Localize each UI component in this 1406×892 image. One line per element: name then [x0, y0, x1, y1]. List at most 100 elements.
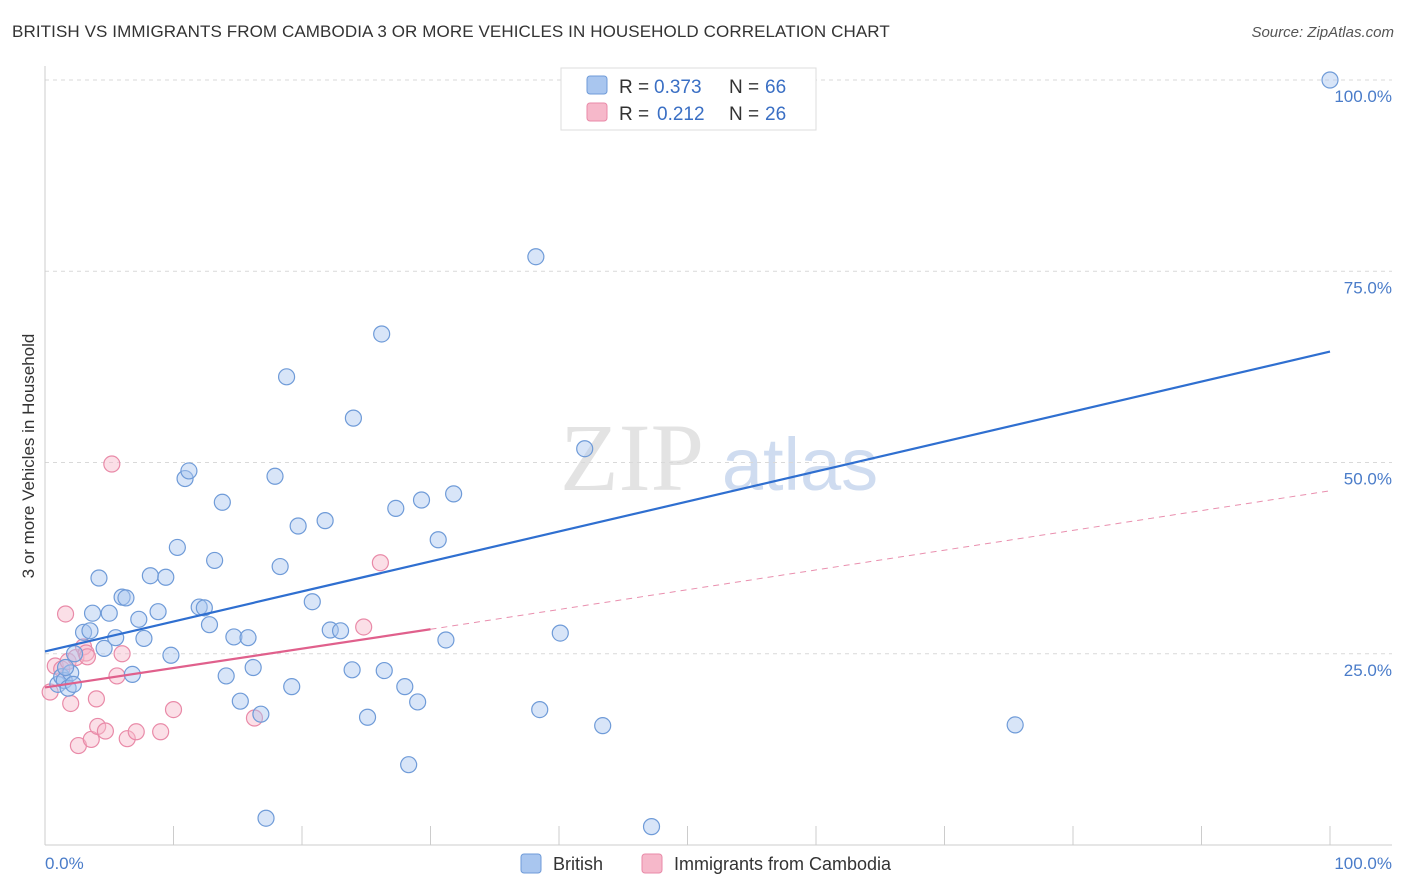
data-point-british — [81, 622, 99, 640]
data-point-british — [576, 440, 594, 458]
data-point-cambodia — [152, 723, 170, 741]
data-point-british — [239, 629, 257, 647]
y-tick-label: 75.0% — [1344, 278, 1392, 297]
data-point-british — [157, 568, 175, 586]
data-point-british — [257, 809, 275, 827]
bottom-legend: British Immigrants from Cambodia — [520, 853, 892, 874]
data-point-british — [331, 622, 350, 640]
data-point-british — [74, 623, 93, 641]
data-point-british — [217, 667, 235, 685]
legend-r-label-british: R = — [619, 77, 649, 98]
data-point-cambodia — [78, 648, 97, 666]
legend-n-value-british: 66 — [765, 77, 786, 98]
data-point-cambodia — [96, 722, 114, 740]
data-point-british — [303, 593, 321, 611]
data-point-british — [200, 616, 219, 634]
data-point-british — [387, 499, 405, 517]
data-point-british — [373, 325, 391, 343]
watermark-atlas: atlas — [722, 423, 878, 506]
legend-r-label-cambodia: R = — [619, 104, 649, 125]
data-point-british — [149, 603, 167, 621]
data-point-british — [343, 661, 361, 679]
legend-n-label-cambodia: N = — [729, 104, 759, 125]
data-point-cambodia — [355, 618, 373, 636]
data-point-british — [1006, 716, 1024, 734]
data-point-british — [344, 409, 362, 427]
data-point-british — [65, 645, 84, 663]
y-tick-label: 50.0% — [1344, 470, 1392, 489]
data-point-british — [117, 589, 135, 607]
data-point-british — [437, 631, 455, 649]
data-point-british — [277, 368, 296, 386]
data-point-british — [429, 531, 447, 549]
data-point-british — [100, 604, 118, 622]
data-point-british — [445, 485, 463, 503]
data-point-british — [289, 517, 307, 535]
data-point-british — [180, 462, 198, 480]
data-point-british — [56, 658, 75, 677]
x-tick-label-max: 100.0% — [1334, 854, 1392, 873]
data-point-british — [400, 756, 418, 774]
data-point-cambodia — [56, 605, 75, 623]
axes — [44, 66, 1392, 846]
data-point-british — [83, 604, 102, 622]
legend-r-value-british: 0.373 — [654, 77, 702, 98]
data-point-british — [594, 717, 612, 735]
data-point-british — [244, 658, 262, 677]
trend-line-cambodia-extension — [430, 490, 1331, 630]
chart-title: BRITISH VS IMMIGRANTS FROM CAMBODIA 3 OR… — [12, 22, 890, 41]
data-point-british — [107, 629, 125, 647]
data-point-british — [527, 248, 545, 266]
y-tick-label: 100.0% — [1334, 87, 1392, 106]
y-axis-label: 3 or more Vehicles in Household — [19, 334, 38, 579]
x-ticks — [44, 826, 1331, 845]
gridlines — [45, 79, 1392, 655]
legend-r-value-cambodia: 0.212 — [657, 104, 705, 125]
data-point-cambodia — [113, 645, 131, 663]
data-point-british — [130, 610, 148, 628]
legend: R = 0.373 N = 66 R = 0.212 N = 26 — [560, 67, 817, 131]
data-point-british — [252, 705, 270, 723]
bottom-legend-label-british: British — [553, 854, 603, 874]
legend-n-label-british: N = — [729, 77, 759, 98]
data-point-cambodia — [118, 730, 136, 748]
bottom-legend-label-cambodia: Immigrants from Cambodia — [674, 854, 892, 874]
data-point-british — [213, 493, 231, 511]
data-point-cambodia — [164, 700, 183, 719]
data-point-cambodia — [371, 554, 389, 572]
data-point-british — [358, 708, 377, 726]
data-point-british — [225, 628, 243, 646]
trend-lines — [44, 350, 1331, 689]
data-point-british — [283, 678, 301, 696]
legend-swatch-cambodia — [586, 102, 608, 122]
data-point-british — [375, 661, 393, 680]
data-point-british — [168, 538, 186, 557]
data-point-british — [162, 646, 180, 664]
series-british-points — [49, 71, 1339, 836]
data-point-british — [206, 551, 224, 570]
data-point-british — [231, 692, 249, 710]
data-point-british — [271, 557, 289, 576]
data-point-british — [266, 467, 284, 485]
data-point-british — [396, 678, 414, 696]
data-point-british — [195, 599, 213, 617]
data-point-british — [409, 693, 427, 711]
watermark-zip: ZIP — [560, 404, 704, 511]
bottom-legend-swatch-cambodia — [641, 853, 663, 874]
y-tick-label: 25.0% — [1344, 661, 1392, 680]
legend-swatch-british — [586, 75, 608, 95]
data-point-british — [551, 624, 569, 642]
source-label: Source: ZipAtlas.com — [1251, 24, 1394, 41]
data-point-british — [642, 818, 661, 836]
data-point-british — [95, 639, 113, 657]
data-point-cambodia — [103, 455, 121, 473]
data-point-cambodia — [127, 723, 145, 741]
trend-line-cambodia — [44, 628, 431, 689]
data-point-cambodia — [87, 690, 106, 708]
bottom-legend-swatch-british — [520, 853, 542, 874]
data-point-british — [141, 567, 159, 585]
data-point-british — [1321, 71, 1339, 89]
x-tick-label-min: 0.0% — [45, 854, 84, 873]
data-point-british — [412, 491, 431, 509]
